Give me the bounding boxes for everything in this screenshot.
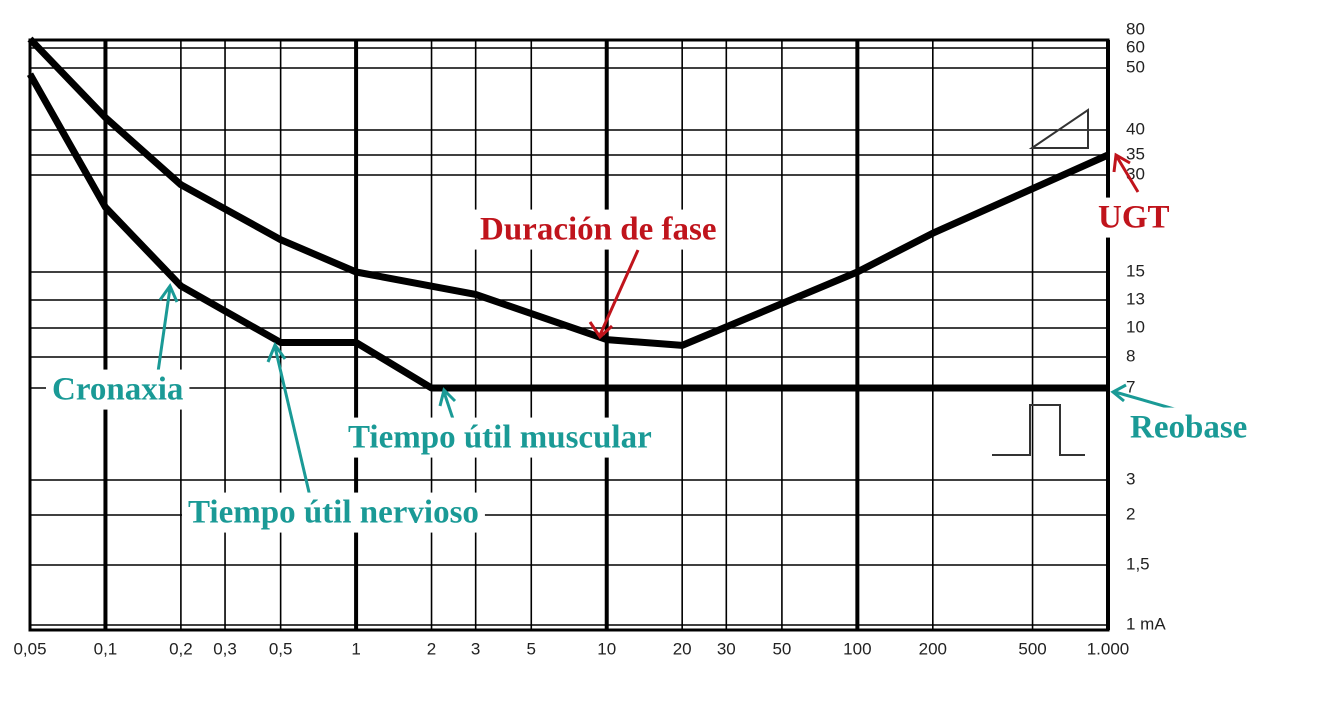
x-tick-label: 1 bbox=[351, 639, 360, 658]
annotation-background bbox=[1092, 197, 1176, 238]
annotation-background bbox=[474, 209, 723, 250]
y-tick-label: 10 bbox=[1126, 317, 1145, 336]
y-tick-label: 15 bbox=[1126, 261, 1145, 280]
y-tick-label: 35 bbox=[1126, 144, 1145, 163]
annotations: Duración de fase UGT Cronaxia Tiempo útil n… bbox=[46, 197, 1254, 533]
x-tick-label: 200 bbox=[919, 639, 947, 658]
annotation-background bbox=[182, 492, 485, 533]
x-tick-label: 20 bbox=[673, 639, 692, 658]
curve bbox=[27, 36, 1110, 349]
curve bbox=[26, 72, 1108, 392]
x-tick-label: 0,2 bbox=[169, 639, 193, 658]
arrow bbox=[156, 282, 179, 373]
y-tick-label: 1 mA bbox=[1126, 614, 1166, 633]
x-tick-label: 2 bbox=[427, 639, 436, 658]
arrow bbox=[266, 341, 314, 506]
arrow bbox=[588, 249, 640, 340]
x-tick-label: 3 bbox=[471, 639, 480, 658]
annotation: Tiempo útil nervioso bbox=[188, 495, 479, 531]
annotation: Tiempo útil muscular bbox=[348, 420, 652, 456]
y-tick-label: 1,5 bbox=[1126, 554, 1150, 573]
curves bbox=[26, 36, 1110, 392]
x-tick-label: 0,1 bbox=[94, 639, 118, 658]
annotation: Reobase bbox=[1130, 410, 1247, 446]
annotation: Cronaxia bbox=[52, 372, 183, 408]
y-tick-label: 13 bbox=[1126, 289, 1145, 308]
y-tick-label: 7 bbox=[1126, 377, 1135, 396]
triangle-pulse-icon bbox=[1028, 108, 1089, 149]
y-tick-label: 40 bbox=[1126, 119, 1145, 138]
x-tick-label: 500 bbox=[1018, 639, 1046, 658]
x-tick-label: 100 bbox=[843, 639, 871, 658]
x-tick-label: 0,5 bbox=[269, 639, 293, 658]
x-tick-label: 10 bbox=[597, 639, 616, 658]
y-tick-label: 60 bbox=[1126, 37, 1145, 56]
arrow bbox=[1112, 152, 1140, 193]
arrows bbox=[156, 152, 1196, 506]
y-tick-label: 3 bbox=[1126, 469, 1135, 488]
x-tick-label: 5 bbox=[527, 639, 536, 658]
y-tick-label: 50 bbox=[1126, 57, 1145, 76]
annotation: UGT bbox=[1098, 200, 1170, 236]
annotation-background bbox=[46, 369, 190, 410]
y-tick-label: 2 bbox=[1126, 504, 1135, 523]
x-tick-label: 50 bbox=[772, 639, 791, 658]
annotation: Duración de fase bbox=[480, 212, 716, 248]
y-tick-label: 80 bbox=[1126, 19, 1145, 38]
annotation-background bbox=[1124, 407, 1254, 448]
x-tick-label: 1.000 bbox=[1087, 639, 1130, 658]
x-tick-label: 0,3 bbox=[213, 639, 237, 658]
x-tick-label: 30 bbox=[717, 639, 736, 658]
y-tick-label: 8 bbox=[1126, 346, 1135, 365]
square-pulse-icon bbox=[992, 404, 1085, 456]
x-tick-label: 0,05 bbox=[13, 639, 46, 658]
annotation-background bbox=[342, 417, 658, 458]
